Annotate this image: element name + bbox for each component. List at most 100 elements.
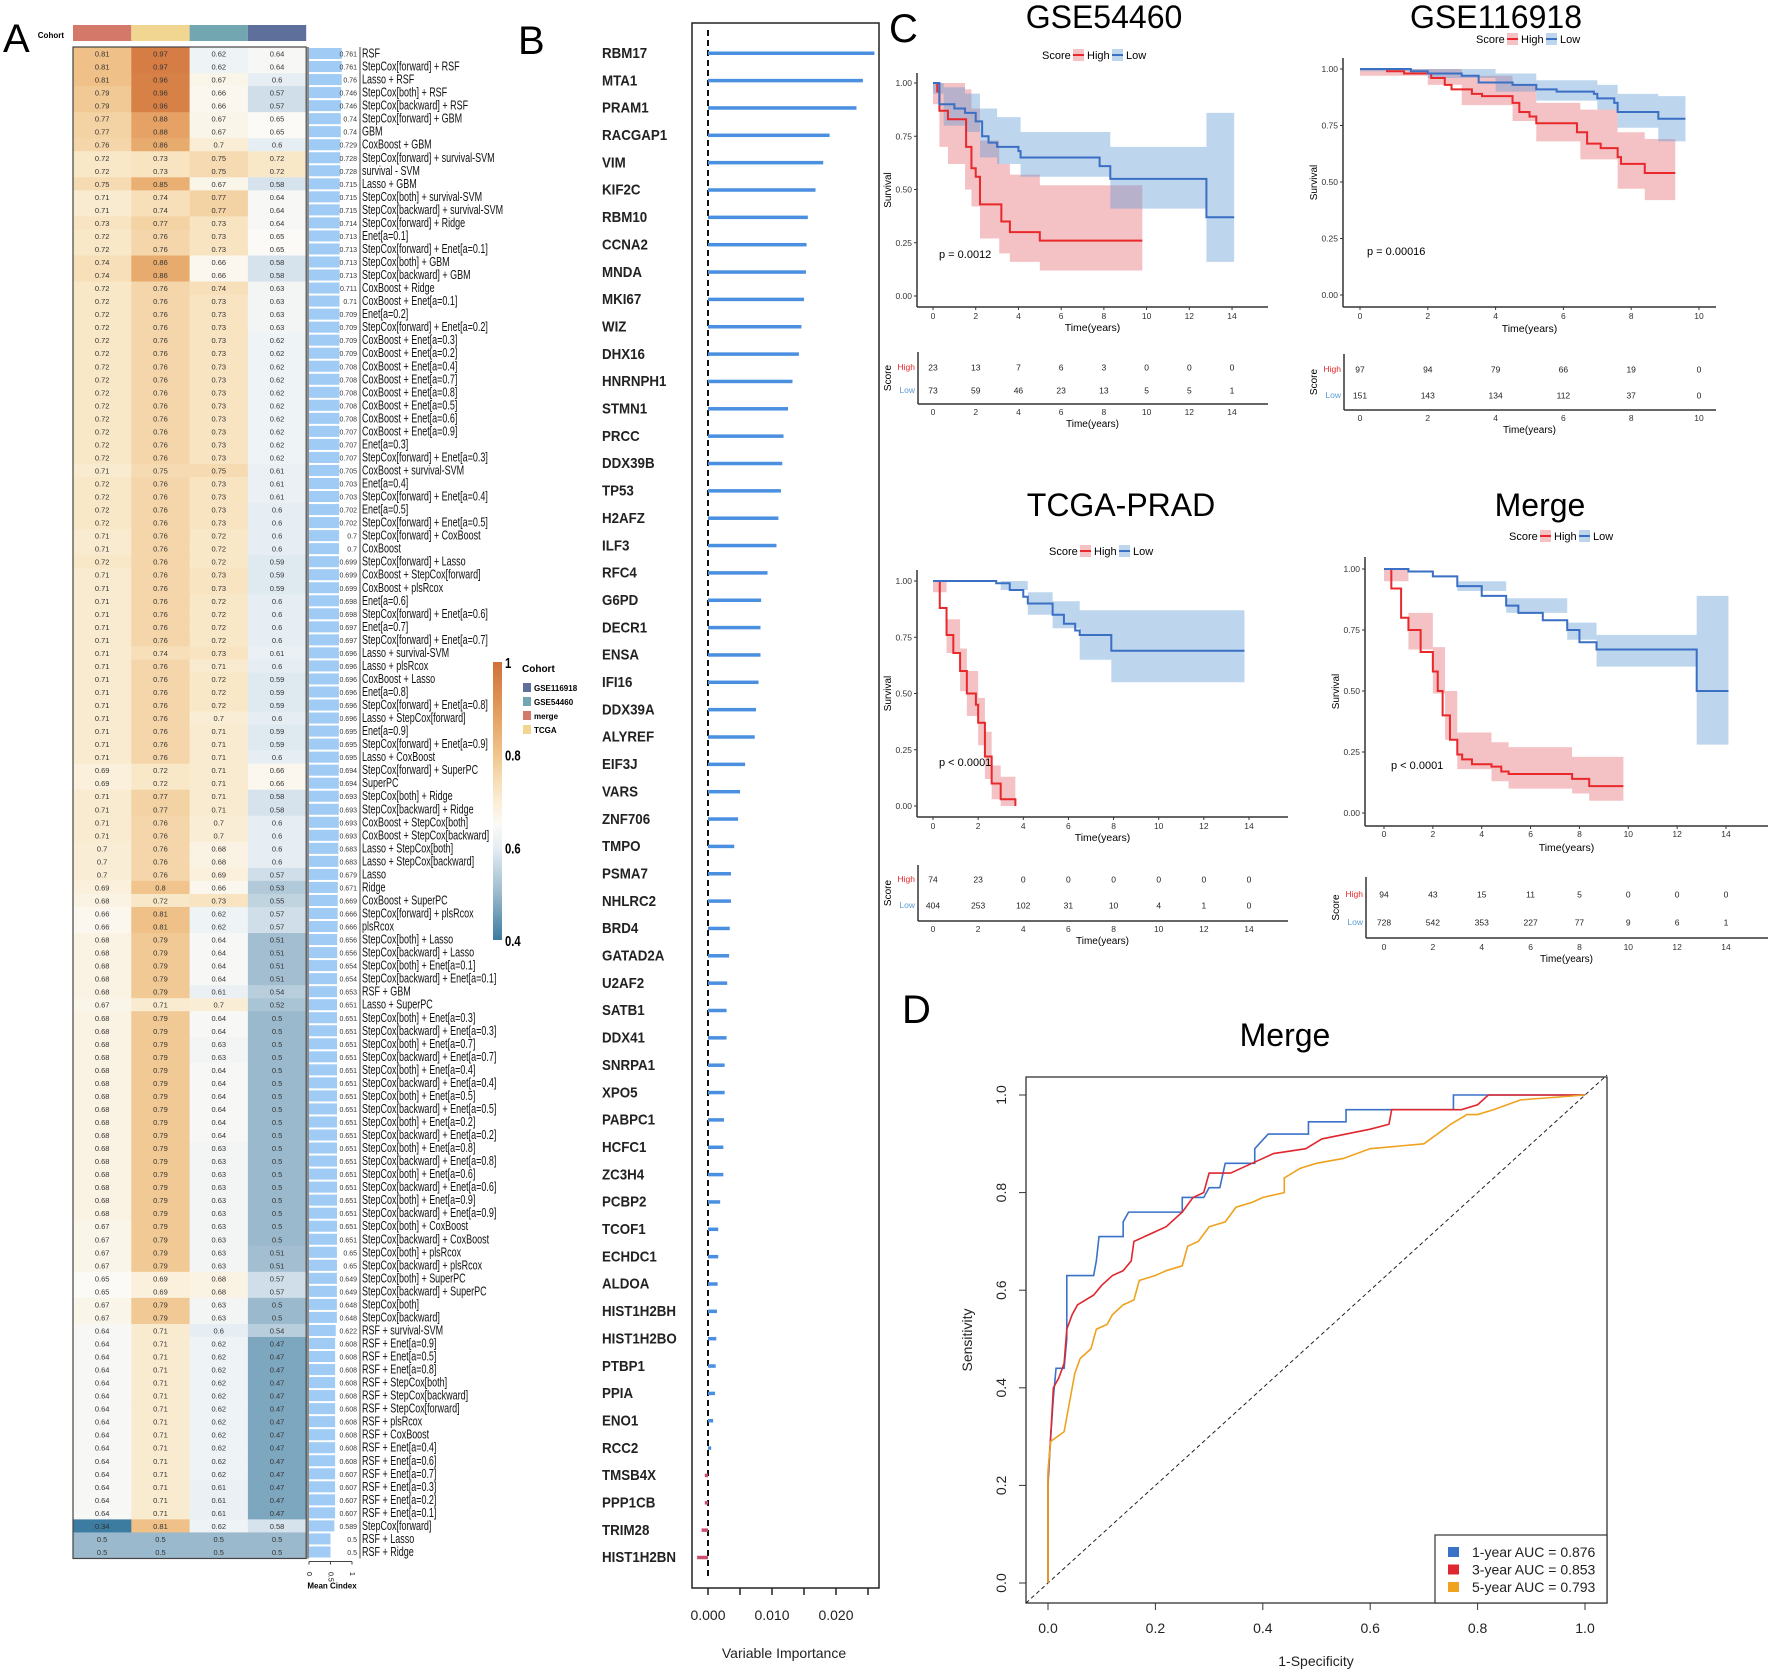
mean-cindex-bar (309, 243, 340, 255)
heatmap-cell-value: 0.59 (270, 571, 285, 580)
mean-cindex-bar (309, 1220, 337, 1232)
heatmap-cell-value: 0.64 (270, 63, 285, 72)
heatmap-cell (131, 411, 191, 426)
heatmap-cell (189, 346, 249, 361)
heatmap-cell-value: 0.73 (211, 519, 226, 528)
heatmap-cell (189, 659, 249, 673)
model-label: StepCox[backward] + Enet[a=0.4] (362, 1077, 496, 1091)
heatmap-cell (189, 555, 249, 569)
cohort-legend-label: TCGA (534, 726, 557, 735)
heatmap-cell-value: 0.66 (211, 271, 226, 280)
model-label: StepCox[forward] + Enet[a=0.7] (362, 634, 488, 648)
heatmap-cell-value: 0.5 (272, 1235, 282, 1244)
heatmap-cell-value: 0.76 (153, 519, 168, 528)
heatmap-cell (73, 490, 132, 504)
y-tick-label: 0.50 (895, 185, 912, 195)
heatmap-cell (131, 1115, 191, 1129)
heatmap-cell (189, 1089, 249, 1103)
mean-cindex-bar (309, 1377, 336, 1389)
heatmap-cell-value: 0.72 (95, 506, 110, 515)
heatmap-cell (189, 1389, 249, 1403)
heatmap-cell (247, 672, 307, 686)
mean-cindex-value: 0.74 (343, 117, 357, 124)
heatmap-cell (73, 177, 132, 191)
heatmap-cell (73, 1141, 132, 1156)
heatmap-cell (247, 99, 307, 113)
legend-label: Low (1133, 546, 1153, 558)
model-label: RSF + Enet[a=0.8] (362, 1363, 436, 1377)
model-label: Enet[a=0.2] (362, 308, 408, 322)
gene-label: U2AF2 (602, 974, 644, 991)
heatmap-cell-value: 0.47 (270, 1457, 285, 1466)
heatmap-cell-value: 0.79 (153, 1300, 168, 1309)
heatmap-cell-value: 0.61 (211, 988, 226, 997)
heatmap-cell (73, 1532, 132, 1546)
heatmap-cell-value: 0.72 (95, 493, 110, 502)
heatmap-cell-value: 0.69 (153, 1287, 168, 1296)
heatmap-cell (189, 229, 249, 243)
heatmap-cell-value: 0.63 (211, 1300, 226, 1309)
model-label: CoxBoost + Enet[a=0.5] (362, 399, 457, 413)
heatmap-cell-value: 0.62 (211, 1392, 226, 1401)
heatmap-cell-value: 0.64 (95, 1444, 110, 1453)
risk-count: 3 (1102, 363, 1107, 373)
gene-label: RCC2 (602, 1439, 639, 1456)
model-label-group: StepCox[forward] + Enet[a=0.8] (362, 699, 488, 713)
heatmap-cell-value: 0.76 (153, 701, 168, 710)
heatmap-cell-value: 0.7 (214, 714, 224, 723)
model-label-group: StepCox[both] + Enet[a=0.8] (362, 1142, 475, 1156)
risk-y-axis-title: Score (883, 365, 894, 392)
x-tick-label: 12 (1672, 829, 1682, 839)
mean-cindex-value: 0.654 (339, 977, 357, 984)
heatmap-cell-value: 0.59 (270, 688, 285, 697)
heatmap-cell-value: 0.71 (153, 1483, 168, 1492)
heatmap-cell-value: 0.72 (95, 401, 110, 410)
mean-cindex-value: 0.728 (339, 169, 357, 176)
heatmap-cell-value: 0.59 (270, 584, 285, 593)
importance-bar-U2AF2 (708, 981, 728, 985)
heatmap-cell-value: 0.79 (153, 1209, 168, 1218)
heatmap-cell (247, 854, 307, 869)
risk-x-tick-label: 8 (1577, 942, 1582, 952)
mean-cindex-value: 0.698 (339, 612, 357, 619)
heatmap-cell (247, 542, 307, 556)
heatmap-cell (131, 594, 191, 608)
heatmap-cell (247, 1310, 307, 1325)
legend-swatch (1448, 1547, 1459, 1557)
heatmap-cell-value: 0.76 (153, 349, 168, 358)
mean-cindex-value: 0.651 (339, 1185, 357, 1192)
ci-band-high (1360, 69, 1676, 201)
heatmap-cell (247, 112, 307, 126)
heatmap-cell-value: 0.64 (95, 1379, 110, 1388)
model-label: CoxBoost + Enet[a=0.2] (362, 347, 457, 361)
model-label-group: RSF + Lasso (362, 1533, 414, 1547)
heatmap-cell (73, 1350, 132, 1364)
model-label-group: StepCox[both] + Enet[a=0.4] (362, 1064, 475, 1078)
heatmap-cell (247, 164, 307, 178)
cohort-legend-label: GSE116918 (534, 684, 578, 693)
model-label-group: CoxBoost + Enet[a=0.2] (362, 347, 457, 361)
heatmap-cell (73, 1063, 132, 1077)
model-label-group: StepCox[forward] + Enet[a=0.7] (362, 634, 488, 648)
p-value-label: p < 0.0001 (939, 757, 991, 769)
heatmap-cell (131, 1141, 191, 1156)
mean-cindex-bar (309, 1311, 337, 1323)
importance-bar-PCBP2 (708, 1200, 721, 1204)
heatmap-cell (131, 698, 191, 713)
heatmap-cell (189, 359, 249, 374)
mean-cindex-bar (309, 1494, 336, 1506)
heatmap-cell (131, 203, 191, 217)
model-label: StepCox[backward] + survival-SVM (362, 204, 503, 218)
importance-bar-STMN1 (708, 407, 788, 411)
heatmap-cell (131, 125, 191, 139)
model-label: CoxBoost + GBM (362, 138, 432, 152)
gene-label: VIM (602, 154, 626, 171)
plot-frame (691, 22, 880, 1589)
heatmap-cell (247, 1506, 307, 1520)
importance-bar-DDX39B (708, 461, 783, 466)
y-tick-label: 0.00 (895, 801, 912, 811)
mean-cindex-bar (309, 321, 340, 333)
